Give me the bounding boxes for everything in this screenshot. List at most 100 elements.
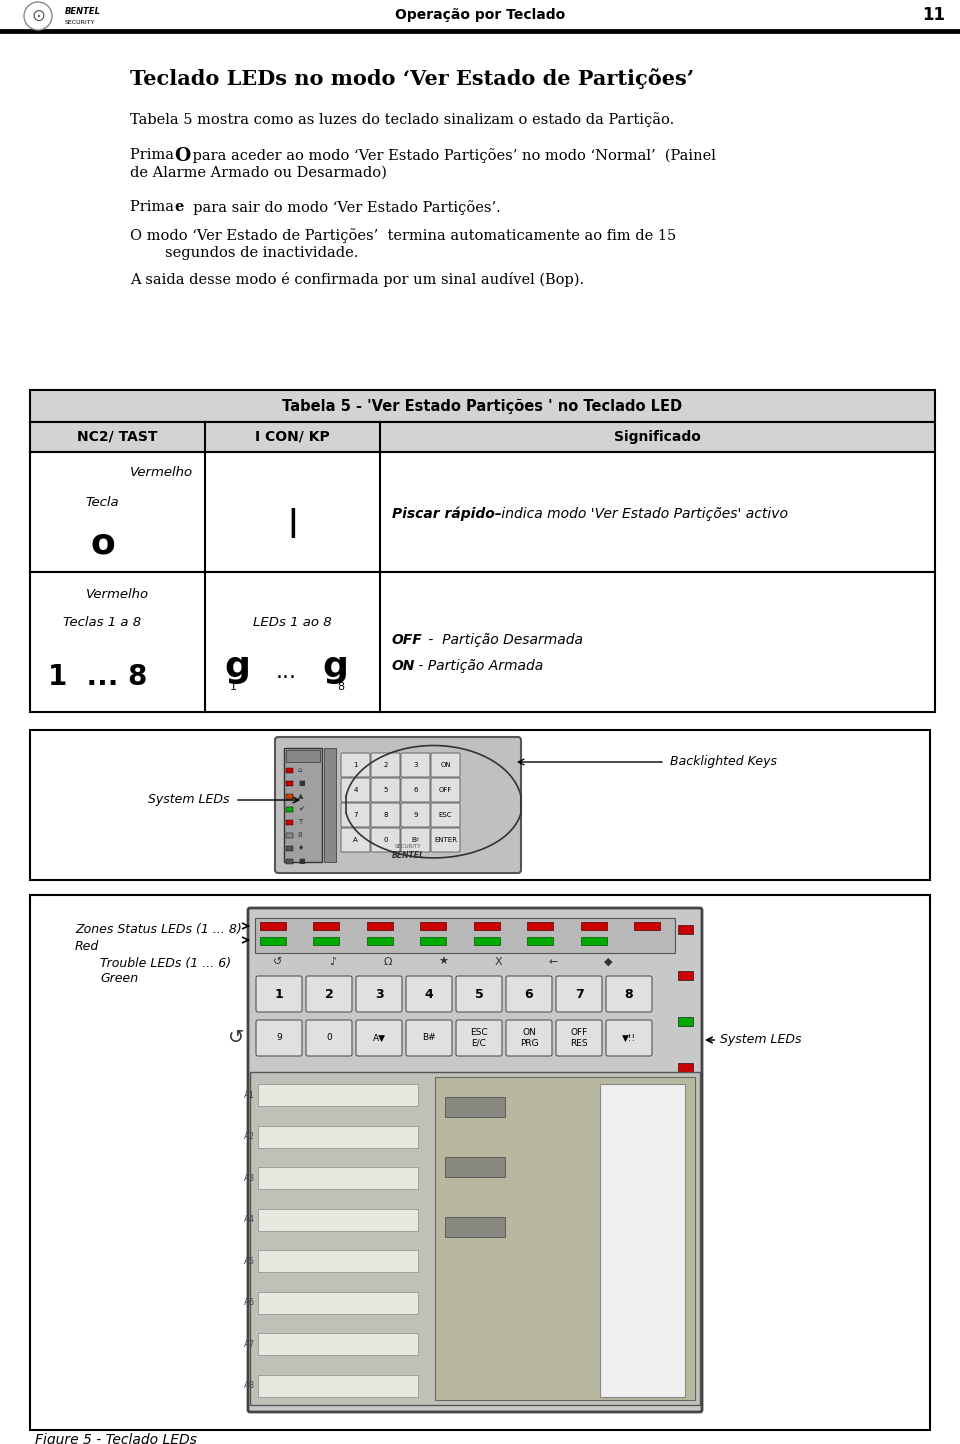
Text: Vermelho: Vermelho [86,588,149,601]
FancyBboxPatch shape [606,976,652,1012]
FancyBboxPatch shape [248,908,702,1412]
Bar [634,923,660,930]
FancyBboxPatch shape [256,976,302,1012]
Text: ♪: ♪ [329,957,337,967]
Text: 7: 7 [353,812,358,817]
Text: A1: A1 [244,1090,255,1099]
Text: Vermelho: Vermelho [130,465,193,478]
Text: 8: 8 [337,682,345,692]
Text: ★: ★ [438,957,448,967]
Text: o: o [90,527,115,562]
Text: ▲: ▲ [298,793,303,799]
FancyBboxPatch shape [306,976,352,1012]
FancyBboxPatch shape [406,1019,452,1056]
Text: ♦: ♦ [298,845,304,851]
FancyBboxPatch shape [456,1019,502,1056]
Text: para sair do modo ‘Ver Estado Partições’.: para sair do modo ‘Ver Estado Partições’… [184,201,501,215]
Text: - Partição Armada: - Partição Armada [414,658,543,673]
Bar [678,1292,693,1302]
FancyBboxPatch shape [356,976,402,1012]
Text: ...: ... [276,661,297,682]
Text: g: g [322,650,348,684]
FancyBboxPatch shape [256,1019,302,1056]
Bar [286,781,293,786]
Bar [527,937,553,944]
Bar [678,1063,693,1071]
Text: 2: 2 [383,762,388,768]
Bar [600,1084,685,1396]
Text: segundos de inactividade.: segundos de inactividade. [165,245,358,260]
Text: A8: A8 [244,1382,255,1391]
Text: Figure 5 - Teclado LEDs: Figure 5 - Teclado LEDs [35,1432,197,1444]
Bar [258,1167,418,1190]
Text: ▼!!: ▼!! [622,1034,636,1043]
Text: A: A [353,838,358,843]
Text: 6: 6 [525,988,534,1001]
Bar [367,923,393,930]
Text: ENTER: ENTER [434,838,457,843]
Bar [324,748,336,862]
Bar [581,937,607,944]
Text: O: O [174,147,190,165]
Text: ON: ON [441,762,451,768]
Bar [30,452,935,572]
Bar [420,923,446,930]
Text: BENTEL: BENTEL [392,852,424,861]
Bar [678,1017,693,1027]
Text: I CON/ KP: I CON/ KP [255,430,330,443]
Bar [260,923,286,930]
Text: LEDs 1 ao 8: LEDs 1 ao 8 [253,615,332,628]
Text: 4: 4 [424,988,433,1001]
Text: System LEDs: System LEDs [720,1034,802,1047]
Text: Zones Status LEDs (1 ... 8): Zones Status LEDs (1 ... 8) [75,924,242,937]
Bar [678,1248,693,1256]
Text: ESC
E/C: ESC E/C [470,1028,488,1048]
Text: X: X [494,957,502,967]
Text: Ω: Ω [384,957,393,967]
Circle shape [24,1,52,30]
Text: ⊙: ⊙ [31,7,45,25]
Text: ↺: ↺ [274,957,282,967]
Text: Teclas 1 a 8: Teclas 1 a 8 [63,615,141,628]
FancyBboxPatch shape [456,976,502,1012]
FancyBboxPatch shape [431,752,460,777]
Bar [30,731,930,879]
Text: Significado: Significado [614,430,701,443]
FancyBboxPatch shape [341,752,370,777]
Text: 9: 9 [413,812,418,817]
Text: 9: 9 [276,1034,282,1043]
Bar [313,923,340,930]
FancyBboxPatch shape [371,827,400,852]
Text: BENTEL: BENTEL [65,7,101,16]
Text: O modo ‘Ver Estado de Partições’  termina automaticamente ao fim de 15: O modo ‘Ver Estado de Partições’ termina… [130,228,676,243]
Bar [678,970,693,980]
Text: de Alarme Armado ou Desarmado): de Alarme Armado ou Desarmado) [130,166,387,180]
Bar [286,859,293,864]
Text: Tabela 5 - 'Ver Estado Partições ' no Teclado LED: Tabela 5 - 'Ver Estado Partições ' no Te… [282,399,683,413]
Bar [258,1209,418,1230]
Text: OFF: OFF [439,787,452,793]
FancyBboxPatch shape [431,827,460,852]
Text: 6: 6 [413,787,418,793]
Text: 8: 8 [625,988,634,1001]
FancyBboxPatch shape [606,1019,652,1056]
FancyBboxPatch shape [341,827,370,852]
FancyBboxPatch shape [431,803,460,827]
Bar [30,572,935,712]
Text: -  Partição Desarmada: - Partição Desarmada [424,632,583,647]
Text: Green: Green [100,972,138,985]
FancyBboxPatch shape [371,752,400,777]
Text: A saida desse modo é confirmada por um sinal audível (Bop).: A saida desse modo é confirmada por um s… [130,271,584,287]
Text: A2: A2 [244,1132,255,1141]
Bar [678,1109,693,1118]
Bar [581,923,607,930]
Text: T: T [298,819,302,825]
FancyBboxPatch shape [401,803,430,827]
Text: 2: 2 [324,988,333,1001]
Text: 11: 11 [922,6,945,25]
Bar [30,422,935,452]
Text: NC2/ TAST: NC2/ TAST [77,430,157,443]
Bar [435,1077,695,1401]
Text: ESC: ESC [439,812,452,817]
Bar [367,937,393,944]
